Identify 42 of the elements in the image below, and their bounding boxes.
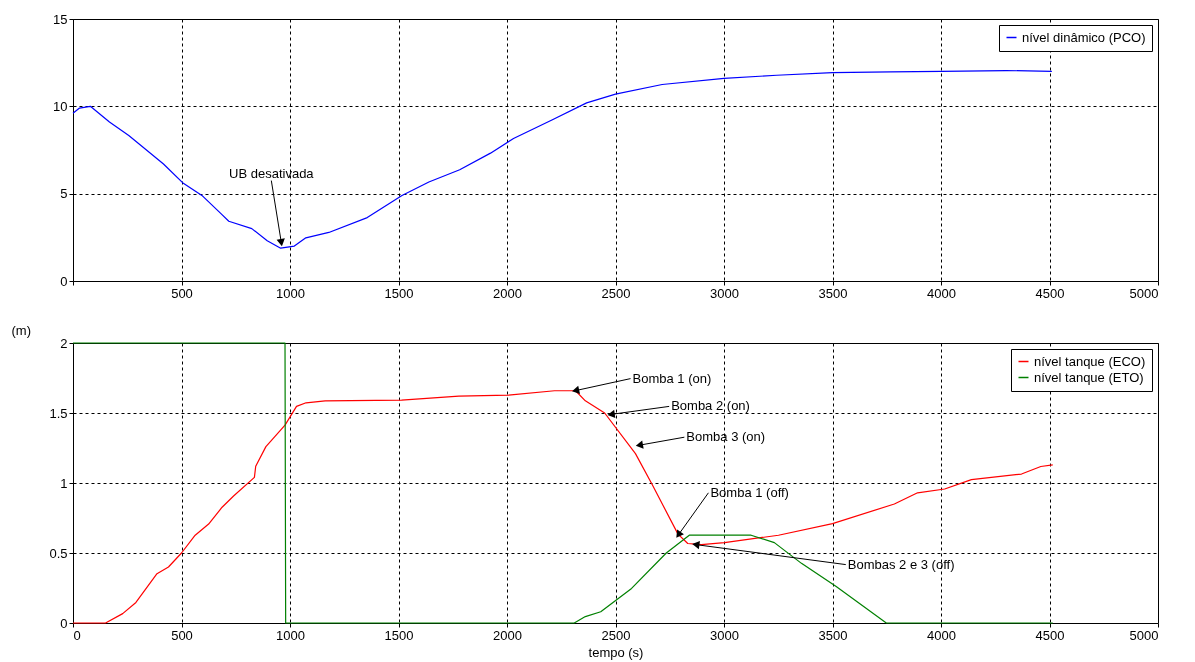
x-tick-label: 5000 [1129, 627, 1159, 643]
x-tick-label: 2000 [493, 285, 522, 301]
y-tick-label: 1.5 [49, 405, 68, 421]
y-tick-label: 15 [53, 11, 68, 27]
x-tick-label: 4500 [1035, 627, 1065, 643]
x-axis-title: tempo (s) [588, 644, 644, 660]
x-tick-label: 500 [171, 627, 193, 643]
x-tick-label: 500 [171, 285, 193, 301]
y-tick-label: 1 [60, 475, 68, 491]
annotation: Bomba 2 (on) [671, 398, 750, 414]
x-tick-label: 2000 [493, 627, 522, 643]
line-series [72, 69, 1053, 249]
x-tick-label: 5000 [1129, 285, 1159, 301]
x-tick-label: 2500 [601, 285, 631, 301]
x-tick-label: 3000 [710, 627, 739, 643]
y-tick-label: 0 [60, 273, 68, 289]
annotation: Bomba 1 (on) [632, 370, 712, 386]
annotation: Bomba 3 (on) [686, 429, 766, 445]
x-tick-label: 4500 [1035, 285, 1065, 301]
y-tick-label: 0.5 [49, 545, 68, 561]
legend-label: nível tanque (ETO) [1034, 369, 1144, 385]
annotation: UB desativada [229, 165, 315, 181]
annotation: Bombas 2 e 3 (off) [847, 556, 955, 572]
x-tick-label: 1000 [276, 627, 305, 643]
x-tick-label: 3500 [818, 285, 848, 301]
x-tick-label: 3500 [818, 627, 848, 643]
x-tick-label: 2500 [601, 627, 631, 643]
legend-label: nível tanque (ECO) [1034, 353, 1146, 369]
legend-label: nível dinâmico (PCO) [1022, 29, 1146, 45]
x-tick-label: 4000 [927, 285, 956, 301]
x-tick-label: 1500 [384, 285, 414, 301]
y-axis-title: (m) [11, 322, 31, 338]
y-tick-label: 0 [60, 615, 68, 631]
x-tick-label: 1000 [276, 285, 305, 301]
y-tick-label: 5 [60, 186, 68, 202]
x-tick-label: 0 [73, 627, 81, 643]
y-tick-label: 2 [60, 335, 68, 351]
y-tick-label: 10 [53, 98, 68, 114]
x-tick-label: 3000 [710, 285, 739, 301]
x-tick-label: 1500 [384, 627, 414, 643]
x-tick-label: 4000 [927, 627, 956, 643]
annotation: Bomba 1 (off) [710, 484, 789, 500]
